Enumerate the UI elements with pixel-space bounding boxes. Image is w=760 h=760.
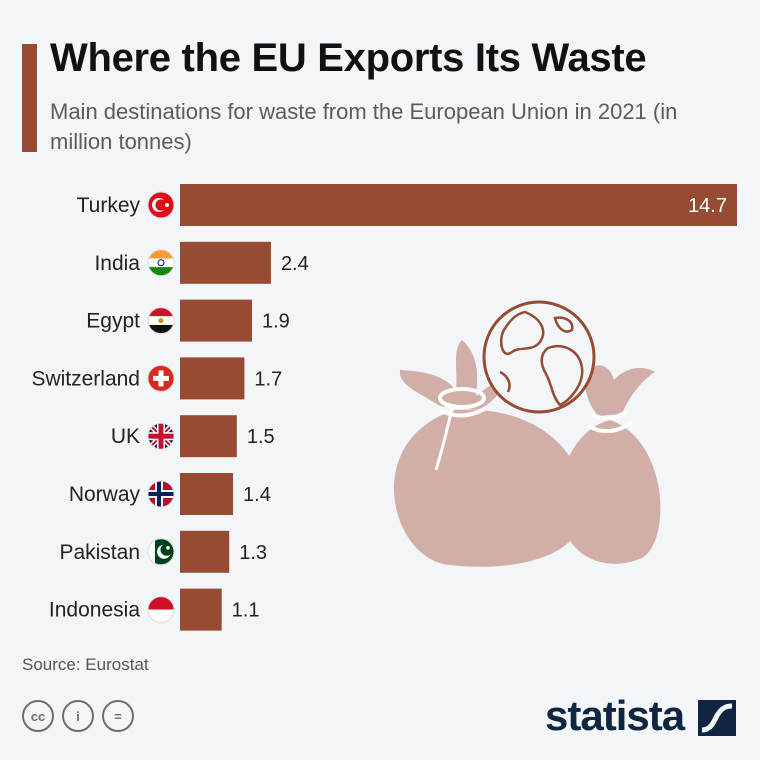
by-icon[interactable]: i xyxy=(62,700,94,732)
category-label: India xyxy=(94,252,140,275)
egypt-flag-icon xyxy=(147,307,175,335)
category-label: UK xyxy=(111,425,140,448)
category-label: Indonesia xyxy=(49,599,140,622)
statista-logo-mark xyxy=(698,700,736,736)
bar xyxy=(180,241,271,284)
bar xyxy=(180,357,245,400)
value-label: 1.5 xyxy=(247,426,275,448)
pakistan-flag-icon xyxy=(147,538,175,566)
indonesia-flag-icon xyxy=(147,596,175,624)
category-label: Turkey xyxy=(77,194,141,217)
nd-icon[interactable]: = xyxy=(102,700,134,732)
bar xyxy=(180,415,237,458)
value-label: 1.9 xyxy=(262,311,290,333)
category-label: Switzerland xyxy=(31,367,140,390)
switzerland-flag-icon xyxy=(147,364,175,392)
value-label: 2.4 xyxy=(281,253,309,275)
turkey-flag-icon xyxy=(147,191,175,219)
bar xyxy=(180,299,252,342)
value-label: 1.1 xyxy=(232,600,260,622)
bar xyxy=(180,530,230,573)
value-label: 1.4 xyxy=(243,484,271,506)
page-subtitle: Main destinations for waste from the Eur… xyxy=(50,99,678,154)
title-accent-bar xyxy=(22,44,37,152)
uk-flag-icon xyxy=(147,422,175,450)
cc-icon[interactable]: cc xyxy=(22,700,54,732)
waste-bags-globe-icon xyxy=(394,300,661,567)
bar xyxy=(180,184,737,226)
source-note: Source: Eurostat xyxy=(22,655,149,674)
category-label: Pakistan xyxy=(59,541,140,564)
value-label: 1.7 xyxy=(254,368,282,390)
category-label: Norway xyxy=(69,483,141,506)
india-flag-icon xyxy=(147,249,175,277)
page-title: Where the EU Exports Its Waste xyxy=(50,36,647,80)
bar xyxy=(180,473,234,515)
category-label: Egypt xyxy=(86,310,140,333)
license-icons: cc i = xyxy=(22,700,134,732)
value-label: 14.7 xyxy=(688,195,727,217)
norway-flag-icon xyxy=(147,480,175,508)
bar xyxy=(180,588,222,631)
statista-logo[interactable]: statista xyxy=(545,692,685,739)
value-label: 1.3 xyxy=(239,542,267,564)
